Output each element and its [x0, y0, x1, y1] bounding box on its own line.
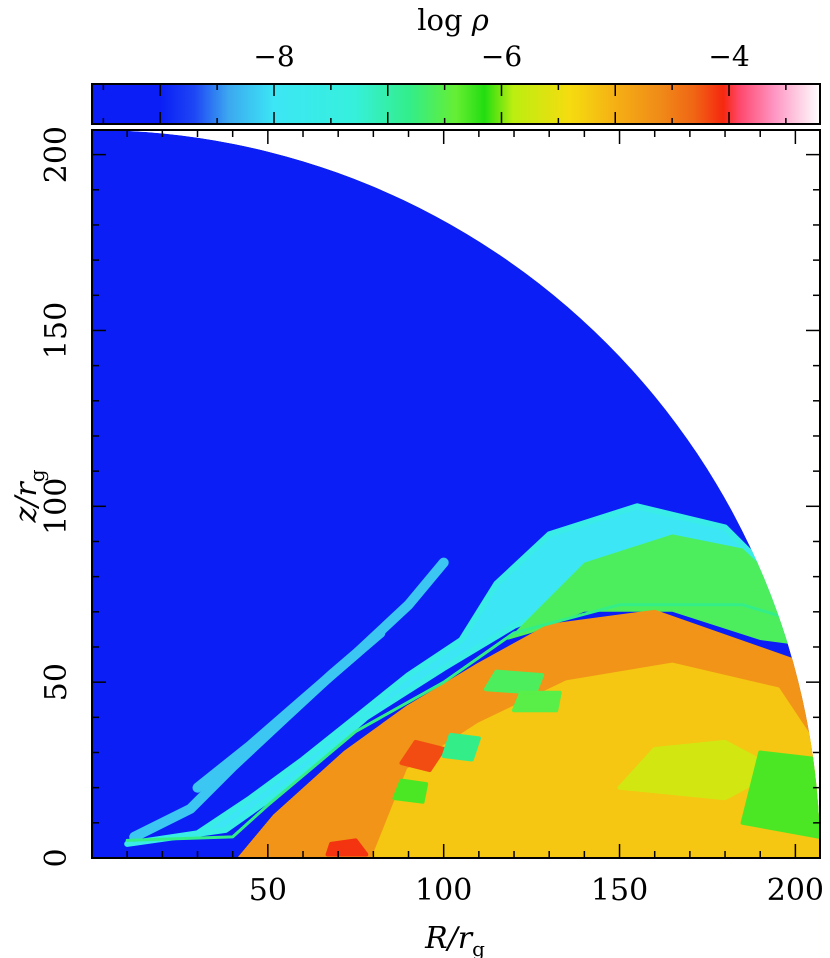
- torus-warm-cavity-1: [441, 732, 481, 762]
- envelope-green-band: [507, 534, 813, 647]
- torus-warm-cavity-3: [483, 669, 545, 695]
- torus-hot-spot-1: [399, 739, 446, 773]
- x-axis-label-subscript: g: [472, 937, 485, 958]
- torus-yellow-patch: [617, 739, 780, 801]
- torus-interface-line: [125, 603, 815, 842]
- colorbar-ticks: −8 −6 −4: [102, 40, 787, 124]
- colorbar-strip: [91, 83, 821, 125]
- colorbar-tick-label: −8: [253, 40, 294, 73]
- colorbar-tick-label: −4: [708, 40, 749, 73]
- domain-group: [92, 130, 820, 858]
- colorbar-tick-label: −6: [481, 40, 522, 73]
- y-axis-label-subscript: g: [25, 469, 49, 482]
- y-ticks: 0 50 100 150 200: [39, 126, 820, 868]
- plot-area: [92, 130, 820, 858]
- y-tick-label: 50: [39, 663, 74, 701]
- torus-outer-rim-green: [740, 750, 820, 839]
- plot-clip-group: [92, 130, 820, 858]
- torus-warm-cavity-2: [392, 778, 429, 804]
- plot-frame: [91, 129, 821, 859]
- torus-hot-spot-2: [325, 838, 369, 857]
- y-tick-label: 100: [39, 478, 74, 535]
- colorbar: [91, 83, 821, 125]
- y-tick-label: 150: [39, 302, 74, 359]
- x-tick-label: 150: [591, 873, 648, 908]
- x-axis-label-main: R/r: [424, 921, 474, 956]
- x-tick-label: 100: [415, 873, 472, 908]
- y-tick-label: 0: [39, 848, 74, 867]
- y-axis-label: z/rg: [9, 469, 49, 523]
- x-tick-label: 50: [249, 873, 287, 908]
- colorbar-label: log ρ: [417, 3, 489, 37]
- plot-border: [91, 129, 821, 859]
- torus-warm-cavity-4: [512, 690, 562, 713]
- y-tick-label: 200: [39, 126, 74, 183]
- y-axis-label-main: z/r: [9, 481, 44, 524]
- envelope-wisp: [129, 627, 386, 842]
- x-tick-label: 200: [767, 873, 824, 908]
- x-axis-label: R/rg: [424, 921, 485, 958]
- x-ticks: 50 100 150 200: [126, 130, 824, 908]
